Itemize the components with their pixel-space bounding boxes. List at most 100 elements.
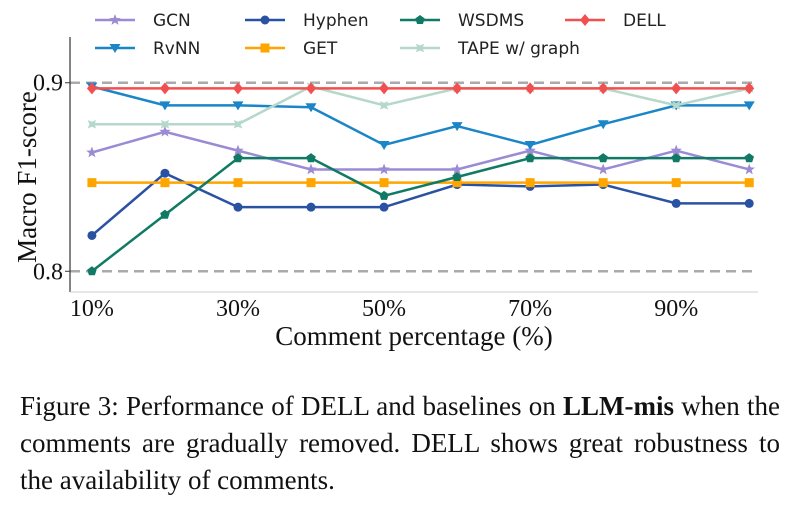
y-tick-label: 0.9 xyxy=(33,71,63,97)
data-point xyxy=(451,163,463,175)
data-point xyxy=(159,101,171,111)
data-point xyxy=(671,153,681,163)
data-point xyxy=(379,202,389,212)
axes: 0.8 0.9 10% 30% 50% 70% 90% xyxy=(33,37,758,322)
data-point xyxy=(452,82,463,95)
legend-label: DELL xyxy=(623,11,666,31)
data-point xyxy=(379,178,389,188)
reference-lines xyxy=(70,81,758,273)
data-point xyxy=(232,82,243,95)
caption-prefix: Figure 3: Performance of DELL and baseli… xyxy=(20,391,563,421)
data-point xyxy=(451,122,463,132)
legend-label: GCN xyxy=(153,11,191,31)
x-tick-label: 10% xyxy=(70,296,114,322)
data-point xyxy=(87,178,97,188)
data-point xyxy=(525,153,535,163)
data-point xyxy=(306,82,317,95)
data-point xyxy=(86,146,98,158)
legend-label: TAPE w/ graph xyxy=(457,39,580,59)
legend-label: WSDMS xyxy=(458,11,524,31)
data-point xyxy=(671,82,682,95)
data-point xyxy=(232,144,244,156)
series-rvnn xyxy=(86,82,755,150)
legend-label: Hyphen xyxy=(303,11,369,31)
series-line xyxy=(91,156,750,273)
x-axis-label: Comment percentage (%) xyxy=(275,321,552,351)
legend-marker xyxy=(415,43,425,53)
data-point xyxy=(524,144,536,156)
series-lines xyxy=(86,82,755,276)
series-line xyxy=(91,130,750,171)
data-point xyxy=(160,119,170,129)
legend: GCN RvNN Hyphen GET WSDMS TAPE w/ graph DELL xyxy=(95,11,666,59)
legend-item: GCN xyxy=(95,11,191,31)
data-point xyxy=(744,153,754,163)
data-point xyxy=(598,153,608,163)
caption-suffix: when the comments are gradually removed.… xyxy=(20,391,781,495)
legend-item: TAPE w/ graph xyxy=(400,39,580,59)
series-gcn xyxy=(86,125,755,175)
legend-item: GET xyxy=(245,39,338,59)
data-point xyxy=(597,120,609,130)
data-point xyxy=(159,82,170,95)
data-point xyxy=(160,178,170,188)
data-point xyxy=(598,178,608,188)
data-point xyxy=(452,172,462,182)
legend-item: WSDMS xyxy=(400,11,524,31)
data-point xyxy=(525,82,536,95)
data-point xyxy=(524,140,536,150)
data-point xyxy=(379,82,390,95)
legend-marker xyxy=(260,43,270,53)
data-point xyxy=(378,163,390,175)
x-tick-label: 30% xyxy=(216,296,260,322)
data-point xyxy=(306,178,316,188)
data-point xyxy=(670,144,682,156)
data-point xyxy=(306,202,316,212)
data-point xyxy=(160,209,170,219)
legend-item: RvNN xyxy=(95,39,200,59)
data-point xyxy=(87,119,97,129)
series-line xyxy=(91,85,750,147)
figure-caption: Figure 3: Performance of DELL and baseli… xyxy=(20,388,780,499)
legend-marker xyxy=(580,14,590,26)
data-point xyxy=(159,125,171,137)
data-point xyxy=(744,178,754,188)
series-line xyxy=(91,171,750,237)
data-point xyxy=(233,119,243,129)
x-tick-label: 70% xyxy=(508,296,552,322)
caption-dataset: LLM-mis xyxy=(563,391,674,421)
data-point xyxy=(671,101,681,110)
data-point xyxy=(233,153,243,163)
series-line xyxy=(91,85,750,126)
series-wsdms xyxy=(87,153,754,276)
legend-item: DELL xyxy=(565,11,666,31)
data-point xyxy=(233,178,243,188)
data-point xyxy=(671,178,681,188)
data-point xyxy=(305,103,317,113)
data-point xyxy=(233,202,243,212)
data-point xyxy=(160,168,170,178)
legend-marker xyxy=(415,15,425,25)
series-hyphen xyxy=(87,168,754,240)
data-point xyxy=(232,101,244,111)
data-point xyxy=(379,101,389,110)
data-point xyxy=(744,82,755,95)
data-point xyxy=(305,163,317,175)
data-point xyxy=(452,178,462,188)
line-chart: 0.8 0.9 10% 30% 50% 70% 90% GCN RvNN Hyphen GET WS… xyxy=(12,11,758,351)
y-tick-label: 0.8 xyxy=(33,259,63,285)
legend-label: RvNN xyxy=(153,39,200,59)
legend-label: GET xyxy=(303,39,338,59)
series-dell xyxy=(86,82,755,95)
legend-item: Hyphen xyxy=(245,11,369,31)
data-point xyxy=(525,178,535,188)
data-point xyxy=(743,101,755,111)
legend-marker xyxy=(260,15,270,25)
data-point xyxy=(86,82,97,95)
y-axis-label: Macro F1-score xyxy=(12,91,42,263)
data-point xyxy=(87,266,97,276)
data-point xyxy=(379,190,389,200)
data-point xyxy=(306,153,316,163)
x-tick-label: 50% xyxy=(362,296,406,322)
data-point xyxy=(597,163,609,175)
